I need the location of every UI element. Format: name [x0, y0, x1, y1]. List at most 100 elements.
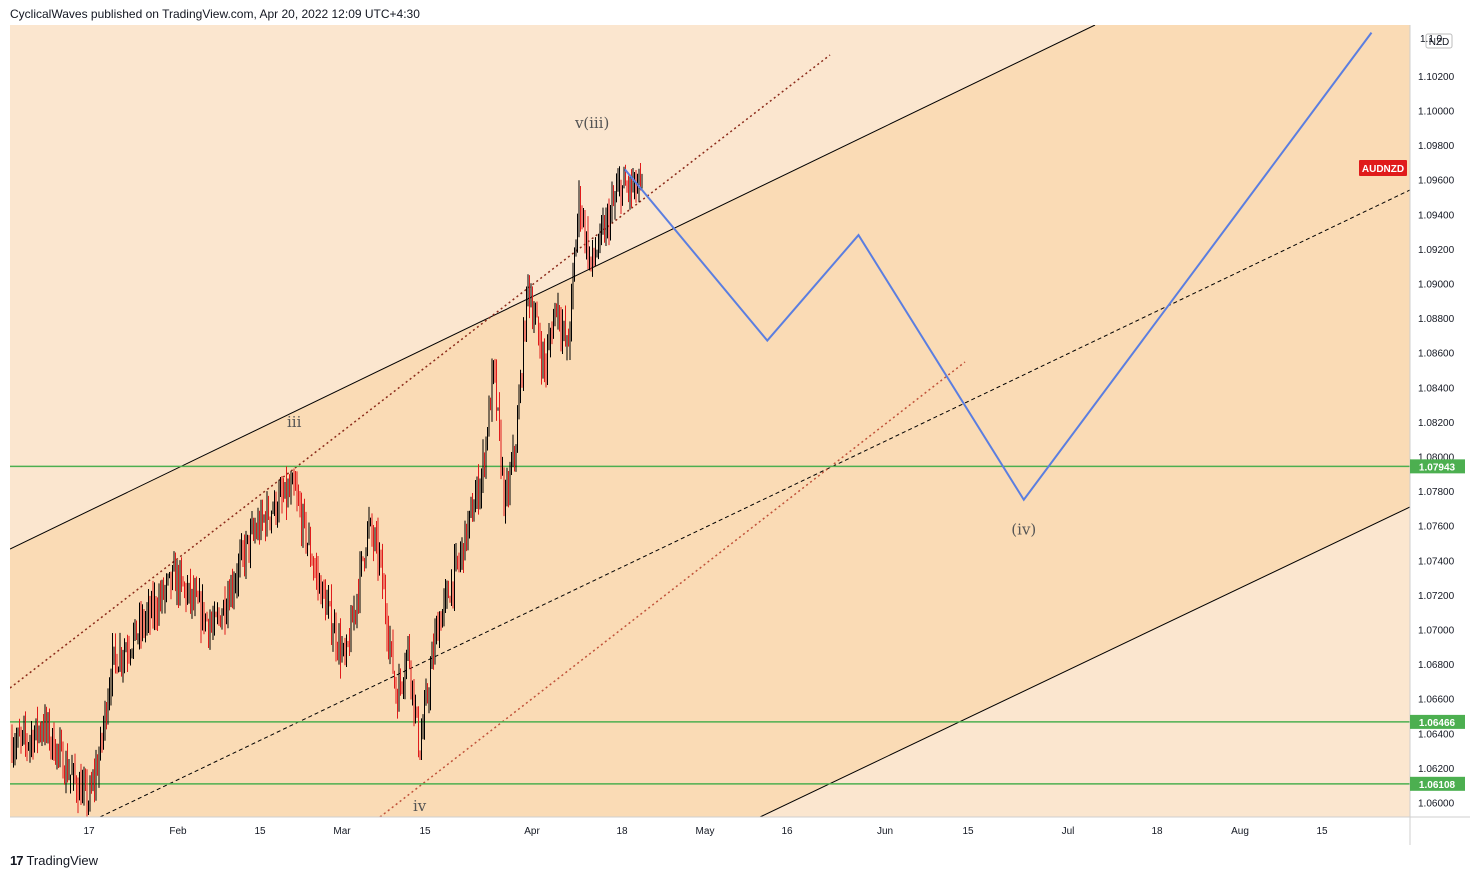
- candle-body: [526, 288, 527, 338]
- candle-body: [413, 681, 415, 713]
- candle-body: [406, 652, 407, 672]
- price-tick-label: 1.09600: [1418, 176, 1455, 187]
- candle-body: [124, 651, 125, 659]
- candle-body: [91, 785, 92, 788]
- candle-body: [280, 490, 281, 495]
- candle-body: [247, 535, 248, 540]
- candle-body: [559, 306, 560, 325]
- candle-body: [109, 689, 110, 703]
- candle-body: [457, 557, 458, 563]
- candle-body: [133, 633, 134, 650]
- candle-body: [421, 736, 422, 758]
- candle-body: [70, 774, 71, 777]
- candle-body: [160, 596, 161, 601]
- candle-body: [476, 481, 478, 498]
- candle-body: [382, 558, 383, 585]
- candle-body: [454, 560, 455, 596]
- candle-body: [317, 571, 319, 582]
- candle-body: [278, 494, 280, 514]
- candle-body: [55, 757, 56, 761]
- candle-body: [197, 593, 199, 602]
- time-tick-label: 16: [781, 826, 793, 837]
- candle-body: [31, 734, 32, 741]
- candle-body: [470, 505, 472, 512]
- candle-body: [496, 374, 497, 409]
- brand-name[interactable]: TradingView: [26, 853, 99, 868]
- candle-body: [514, 448, 515, 456]
- currency-label: NZD: [1425, 33, 1453, 49]
- candle-body: [410, 664, 412, 688]
- candle-body: [110, 683, 112, 690]
- candle-body: [274, 495, 275, 511]
- candle-body: [490, 402, 491, 410]
- candle-body: [553, 317, 554, 339]
- candle-body: [494, 361, 496, 375]
- candle-body: [167, 575, 169, 580]
- candle-body: [89, 785, 91, 805]
- candle-body: [320, 580, 322, 604]
- candle-body: [275, 495, 277, 517]
- candle-body: [73, 766, 74, 773]
- currency-label-text: NZD: [1429, 37, 1450, 48]
- candle-body: [115, 647, 116, 657]
- candle-body: [460, 553, 461, 563]
- candle-body: [515, 451, 517, 456]
- candle-body: [347, 642, 349, 644]
- candle-body: [629, 178, 631, 193]
- candle-body: [550, 335, 551, 340]
- level-badge: [1410, 714, 1465, 729]
- price-tick-label: 1.08800: [1418, 314, 1455, 325]
- candle-body: [65, 760, 67, 781]
- candle-body: [397, 696, 398, 711]
- candle-body: [428, 694, 430, 699]
- candle-body: [98, 757, 100, 774]
- candle-body: [29, 740, 31, 745]
- candle-body: [193, 590, 194, 603]
- candle-body: [592, 248, 593, 264]
- candle-body: [563, 324, 565, 328]
- candle-body: [250, 530, 251, 552]
- candle-body: [14, 747, 16, 751]
- candle-body: [353, 611, 355, 623]
- candle-body: [53, 730, 55, 758]
- time-tick-label: Jun: [877, 826, 893, 837]
- dotted-channel-lower: [379, 361, 966, 817]
- candle-body: [62, 746, 64, 778]
- candle-body: [293, 478, 295, 484]
- candle-body: [634, 173, 635, 185]
- time-tick-label: 15: [1316, 826, 1328, 837]
- candle-body: [388, 633, 389, 647]
- candle-body: [622, 185, 623, 204]
- candle-body: [446, 587, 448, 592]
- candle-body: [34, 733, 35, 749]
- candle-body: [136, 620, 137, 640]
- candle-body: [76, 779, 77, 793]
- price-tick-label: 1.09200: [1418, 245, 1455, 256]
- candle-body: [298, 495, 299, 502]
- time-tick-label: 17: [83, 826, 95, 837]
- price-tick-label: 1.06000: [1418, 799, 1455, 810]
- candle-body: [547, 348, 548, 370]
- candle-body: [154, 600, 155, 616]
- candle-body: [583, 217, 584, 222]
- candle-body: [530, 301, 532, 303]
- candle-body: [139, 617, 140, 635]
- candle-body: [584, 217, 586, 244]
- candle-body: [605, 219, 607, 239]
- candle-body: [524, 328, 526, 338]
- candle-body: [631, 178, 632, 190]
- candle-body: [392, 642, 394, 673]
- candle-body: [305, 516, 307, 546]
- candle-body: [100, 735, 101, 758]
- candle-body: [259, 522, 260, 535]
- candle-body: [134, 620, 136, 634]
- candle-body: [203, 602, 205, 626]
- time-tick-label: 15: [254, 826, 266, 837]
- candle-body: [35, 719, 37, 734]
- candle-body: [440, 620, 442, 628]
- candle-body: [149, 605, 151, 617]
- candle-body: [97, 766, 98, 774]
- candle-body: [586, 233, 587, 244]
- tradingview-logo-icon[interactable]: 17: [10, 853, 24, 868]
